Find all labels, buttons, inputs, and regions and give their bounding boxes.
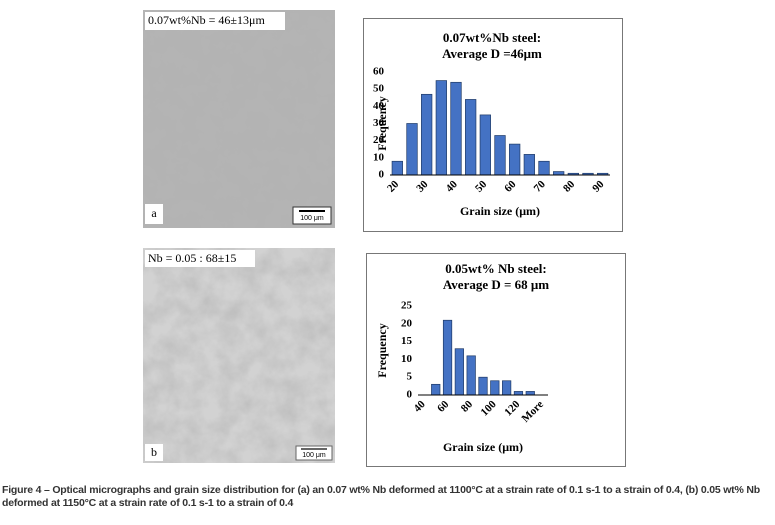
panel-label: a <box>151 206 157 220</box>
chart-frame <box>366 253 626 467</box>
bar <box>406 123 418 176</box>
chart-title: 0.07wt%Nb steel: <box>443 30 541 45</box>
label-box <box>145 12 285 30</box>
y-tick-label: 20 <box>373 134 385 146</box>
bar <box>478 376 488 396</box>
x-tick-label: 30 <box>414 178 431 195</box>
bar <box>454 348 464 396</box>
bar <box>465 99 477 176</box>
chart-frame <box>363 18 623 232</box>
x-tick-label: 80 <box>561 178 578 195</box>
micrograph-label: 0.07wt%Nb = 46±13μm <box>148 13 265 27</box>
y-tick-label: 50 <box>373 83 385 95</box>
micrograph: Nb = 0.05 : 68±15 b 100 μm <box>143 248 335 463</box>
micrograph: 0.07wt%Nb = 46±13μm a 100 μm <box>143 10 335 228</box>
bar <box>523 154 535 176</box>
bar <box>442 319 453 396</box>
x-tick-label: 40 <box>412 398 429 415</box>
bar <box>490 380 500 396</box>
y-tick-label: 20 <box>401 317 413 329</box>
bar <box>513 391 524 396</box>
chart-title: 0.05wt% Nb steel: <box>445 261 546 276</box>
bar <box>538 160 550 176</box>
x-tick-label: 60 <box>435 398 452 415</box>
x-tick-label: 60 <box>502 178 519 195</box>
figure: 0.07wt%Nb = 46±13μm a 100 μm Nb = 0.05 :… <box>143 10 626 467</box>
y-tick-label: 10 <box>373 151 385 163</box>
label-box <box>145 250 255 267</box>
bar <box>466 355 476 396</box>
y-axis-label: Frequency <box>375 96 389 150</box>
chart-subtitle: Average D = 68 μm <box>443 277 549 292</box>
bar <box>494 135 506 176</box>
bar <box>525 391 535 396</box>
bar <box>431 383 441 396</box>
bar <box>421 93 433 176</box>
x-tick-label: 90 <box>590 178 607 195</box>
panel-box <box>145 204 163 224</box>
scale-label: 100 μm <box>300 215 324 222</box>
micrograph-texture <box>143 10 335 228</box>
bar <box>502 380 512 396</box>
scale-label: 100 μm <box>302 452 326 459</box>
bar <box>450 81 462 176</box>
x-axis-label: Grain size (μm) <box>443 440 523 454</box>
x-axis-label: Grain size (μm) <box>460 204 540 218</box>
bar <box>479 114 491 176</box>
bar <box>509 143 521 176</box>
bar <box>553 171 565 176</box>
bar <box>391 160 403 176</box>
micrograph-texture <box>143 248 335 463</box>
chart-subtitle: Average D =46μm <box>442 46 542 61</box>
y-tick-label: 30 <box>373 117 385 129</box>
x-tick-label: 20 <box>385 178 402 195</box>
panel-box <box>145 444 163 461</box>
y-tick-label: 60 <box>373 66 385 78</box>
x-tick-label: 100 <box>479 398 500 419</box>
y-tick-label: 10 <box>401 353 413 365</box>
bar <box>435 80 447 176</box>
y-tick-label: 15 <box>401 335 413 347</box>
micrograph-label: Nb = 0.05 : 68±15 <box>148 251 236 265</box>
y-tick-label: 5 <box>407 371 413 383</box>
panel-label: b <box>151 445 157 459</box>
y-tick-label: 40 <box>373 100 385 112</box>
x-tick-label: 70 <box>532 178 549 195</box>
x-tick-label: 80 <box>459 398 476 415</box>
y-tick-label: 25 <box>401 300 413 312</box>
y-tick-label: 0 <box>379 169 385 181</box>
y-axis-label: Frequency <box>375 323 389 377</box>
y-tick-label: 0 <box>407 389 413 401</box>
x-tick-label: More <box>520 398 547 425</box>
x-tick-label: 40 <box>444 178 461 195</box>
x-tick-label: 50 <box>473 178 490 195</box>
caption: Figure 4 – Optical micrographs and grain… <box>2 484 760 509</box>
